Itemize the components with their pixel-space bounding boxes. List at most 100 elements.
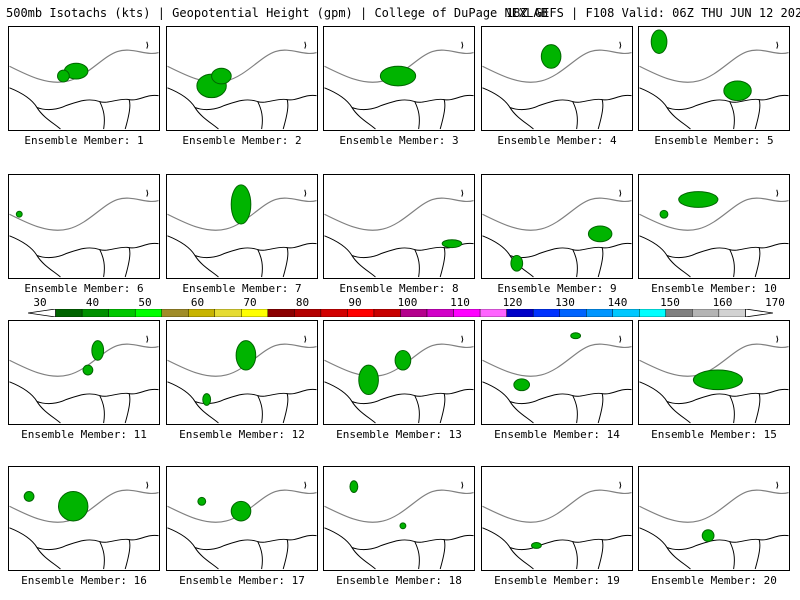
lake-outline: [776, 481, 779, 489]
coastline: [9, 527, 159, 570]
colorbar-swatch: [612, 309, 640, 317]
height-contour: [482, 197, 632, 231]
colorbar-arrow-right: [745, 309, 773, 317]
height-contour: [482, 49, 632, 83]
isotach-area: [358, 364, 379, 396]
ensemble-map-panel: [481, 174, 633, 279]
ensemble-map-panel: [638, 26, 790, 131]
isotach-area: [202, 393, 212, 406]
coastline: [324, 527, 474, 570]
isotach-area: [58, 491, 89, 522]
colorbar-tick-label: 150: [660, 296, 680, 309]
ensemble-map-panel: [166, 174, 318, 279]
map-svg: [324, 189, 474, 278]
ensemble-map-panel: [8, 320, 160, 425]
lake-outline: [304, 481, 307, 489]
member-label: Ensemble Member: 19: [494, 574, 620, 587]
member-label: Ensemble Member: 20: [651, 574, 777, 587]
height-contour: [324, 197, 474, 231]
map-svg: [167, 335, 317, 424]
isotach-area: [692, 369, 743, 391]
run-info: 18Z GEFS | F108 Valid: 06Z THU JUN 12 20…: [506, 6, 800, 20]
ensemble-map-panel: [166, 320, 318, 425]
height-contour: [9, 343, 159, 377]
isotach-area: [197, 496, 207, 506]
ensemble-map-panel: [638, 320, 790, 425]
coastline: [639, 235, 789, 278]
colorbar-swatch: [692, 309, 720, 317]
colorbar-tick-label: 70: [243, 296, 257, 309]
isotach-area: [441, 239, 463, 249]
lake-outline: [304, 41, 307, 49]
member-label: Ensemble Member: 1: [24, 134, 144, 147]
colorbar-tick-label: 80: [295, 296, 310, 309]
lake-outline: [776, 335, 779, 343]
coastline: [167, 527, 317, 570]
colorbar-swatch: [55, 309, 83, 317]
colorbar-swatch: [294, 309, 322, 317]
coastline: [482, 381, 632, 424]
coastline: [482, 87, 632, 130]
colorbar-swatch: [718, 309, 746, 317]
member-label: Ensemble Member: 17: [179, 574, 305, 587]
colorbar-swatch: [161, 309, 189, 317]
colorbar-tick-label: 140: [607, 296, 628, 309]
map-svg: [639, 481, 789, 570]
lake-outline: [146, 41, 149, 49]
height-contour: [482, 343, 632, 377]
lake-outline: [146, 189, 149, 197]
chart-title: 500mb Isotachs (kts) | Geopotential Heig…: [6, 6, 800, 20]
height-contour: [639, 489, 789, 523]
lake-outline: [461, 335, 464, 343]
map-svg: [482, 332, 632, 424]
coastline: [9, 381, 159, 424]
isotach-area: [15, 210, 23, 218]
member-label: Ensemble Member: 7: [182, 282, 302, 295]
isotach-area: [57, 69, 70, 83]
coastline: [9, 235, 159, 278]
lake-outline: [619, 335, 622, 343]
height-contour: [482, 489, 632, 523]
member-label: Ensemble Member: 11: [21, 428, 147, 441]
coastline: [324, 235, 474, 278]
member-label: Ensemble Member: 8: [339, 282, 459, 295]
height-contour: [9, 489, 159, 523]
lake-outline: [461, 189, 464, 197]
lake-outline: [461, 41, 464, 49]
map-svg: [9, 41, 159, 130]
ensemble-map-panel: [323, 174, 475, 279]
colorbar-swatch: [532, 309, 560, 317]
height-contour: [9, 197, 159, 231]
colorbar-swatch: [134, 309, 162, 317]
ensemble-map-panel: [323, 466, 475, 571]
isotach-area: [82, 364, 94, 376]
colorbar-tick-label: 130: [555, 296, 575, 309]
coastline: [167, 381, 317, 424]
coastline: [482, 527, 632, 570]
ensemble-map-panel: [481, 26, 633, 131]
isotach-area: [230, 184, 252, 225]
isotach-area: [701, 529, 715, 543]
colorbar-swatch: [320, 309, 348, 317]
isotach-area: [659, 209, 669, 219]
colorbar-swatch: [400, 309, 428, 317]
member-label: Ensemble Member: 5: [654, 134, 774, 147]
coastline: [167, 87, 317, 130]
map-svg: [167, 41, 317, 130]
lake-outline: [304, 189, 307, 197]
ensemble-map-panel: [8, 26, 160, 131]
map-svg: [9, 481, 159, 570]
colorbar-swatch: [506, 309, 534, 317]
colorbar-swatch: [214, 309, 242, 317]
colorbar-swatch: [479, 309, 507, 317]
isotach-area: [379, 65, 417, 87]
coastline: [639, 87, 789, 130]
map-svg: [482, 189, 632, 278]
lake-outline: [776, 189, 779, 197]
lake-outline: [146, 481, 149, 489]
isotach-area: [211, 67, 232, 85]
isotach-area: [230, 500, 252, 522]
map-svg: [482, 41, 632, 130]
coastline: [639, 527, 789, 570]
coastline: [9, 87, 159, 130]
